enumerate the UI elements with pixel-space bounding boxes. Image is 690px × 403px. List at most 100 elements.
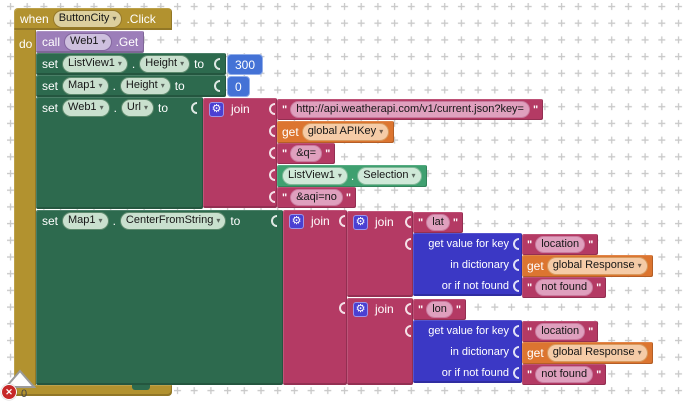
open-quote <box>527 239 532 251</box>
errors-indicator[interactable]: ✕ <box>1 384 17 400</box>
chevron-down-icon: ▾ <box>637 261 642 270</box>
warnings-indicator[interactable] <box>4 369 38 389</box>
get-keyword: get <box>527 259 544 273</box>
chevron-down-icon: ▾ <box>112 14 117 23</box>
get-global-apikey-block[interactable]: get global APIKey ▾ <box>277 121 395 143</box>
close-quote <box>588 239 593 251</box>
dictionary-lookup-block-lon[interactable]: get value for key in dictionary or if no… <box>413 320 522 383</box>
property-dropdown[interactable]: Url ▾ <box>120 99 154 117</box>
property-dropdown[interactable]: Height ▾ <box>139 55 191 73</box>
to-label: to <box>230 214 241 228</box>
string-field[interactable]: lon <box>426 300 453 319</box>
join-block-url[interactable]: ⚙ join <box>203 98 277 208</box>
join-block-lat[interactable]: ⚙ join <box>347 211 413 297</box>
string-field[interactable]: location <box>535 322 586 341</box>
value-socket <box>513 258 519 271</box>
join-block-lon[interactable]: ⚙ join <box>347 298 413 385</box>
statement-notch <box>132 385 150 390</box>
string-block-aqi[interactable]: &aqi=no <box>277 187 357 208</box>
mutator-gear-icon[interactable]: ⚙ <box>353 301 368 317</box>
set-listview-height-block[interactable]: set ListView1 ▾ . Height ▾ to <box>36 53 226 75</box>
number-block-0[interactable]: 0 <box>227 76 250 97</box>
value-socket <box>405 303 411 315</box>
dot: . <box>113 101 117 115</box>
value-socket <box>405 238 411 250</box>
component-dropdown[interactable]: Map1 ▾ <box>62 212 109 230</box>
join-block-center[interactable]: ⚙ join <box>283 210 347 385</box>
set-map-height-block[interactable]: set Map1 ▾ . Height ▾ to <box>36 75 226 97</box>
component-dropdown[interactable]: ListView1 ▾ <box>62 55 128 73</box>
string-field[interactable]: location <box>535 235 586 254</box>
join-label: join <box>311 214 330 228</box>
string-field[interactable]: http://api.weatherapi.com/v1/current.jso… <box>290 100 530 119</box>
join-label: join <box>375 302 394 316</box>
get-global-response-block[interactable]: get global Response ▾ <box>522 255 653 277</box>
variable-dropdown[interactable]: global Response ▾ <box>546 257 648 275</box>
open-quote <box>418 217 423 229</box>
value-socket <box>339 302 345 314</box>
string-block-notfound[interactable]: not found <box>522 277 607 298</box>
join-label: join <box>375 215 394 229</box>
property-dropdown[interactable]: CenterFromString ▾ <box>119 212 227 230</box>
close-quote <box>453 217 458 229</box>
mutator-gear-icon[interactable]: ⚙ <box>353 214 368 230</box>
string-block-location[interactable]: location <box>522 234 599 255</box>
value-socket <box>513 366 519 379</box>
string-block-q[interactable]: &q= <box>277 143 336 164</box>
string-block-url[interactable]: http://api.weatherapi.com/v1/current.jso… <box>277 99 544 120</box>
string-block-lon[interactable]: lon <box>413 299 467 320</box>
close-quote <box>533 104 538 116</box>
warning-triangle-icon <box>4 369 37 388</box>
open-quote <box>418 304 423 316</box>
event-component-dropdown[interactable]: ButtonCity ▾ <box>52 10 123 28</box>
value-socket <box>271 215 277 227</box>
component-dropdown[interactable]: ListView1 ▾ <box>282 167 348 185</box>
number-block-300[interactable]: 300 <box>227 54 264 75</box>
when-event-block-bottom[interactable] <box>14 385 172 396</box>
do-label: do <box>19 37 33 51</box>
value-socket <box>269 147 275 159</box>
property-dropdown[interactable]: Height ▾ <box>119 77 171 95</box>
string-field[interactable]: lat <box>426 213 450 232</box>
open-quote <box>527 369 532 381</box>
value-socket <box>513 237 519 250</box>
set-web-url-block[interactable]: set Web1 ▾ . Url ▾ to <box>36 97 203 209</box>
open-quote <box>282 148 287 160</box>
component-dropdown[interactable]: Map1 ▾ <box>62 77 109 95</box>
when-event-block[interactable]: when ButtonCity ▾ .Click <box>14 8 172 30</box>
open-quote <box>527 326 532 338</box>
value-socket <box>269 103 275 115</box>
string-block-lat[interactable]: lat <box>413 212 464 233</box>
get-keyword: get <box>282 125 299 139</box>
property-dropdown[interactable]: Selection ▾ <box>357 167 422 185</box>
variable-dropdown[interactable]: global Response ▾ <box>546 344 648 362</box>
string-block-location[interactable]: location <box>522 321 599 342</box>
mutator-gear-icon[interactable]: ⚙ <box>209 101 224 117</box>
component-dropdown[interactable]: Web1 ▾ <box>62 99 110 117</box>
set-map-centerfromstring-block[interactable]: set Map1 ▾ . CenterFromString ▾ to <box>36 210 283 385</box>
string-field[interactable]: not found <box>535 278 594 297</box>
dict-label-key: get value for key <box>428 324 509 337</box>
string-field[interactable]: &aqi=no <box>290 188 343 207</box>
open-quote <box>527 282 532 294</box>
get-global-response-block[interactable]: get global Response ▾ <box>522 342 653 364</box>
when-event-block-arm[interactable] <box>14 29 36 396</box>
call-web-get-block[interactable]: call Web1 ▾ .Get <box>36 31 145 53</box>
string-block-notfound[interactable]: not found <box>522 364 607 385</box>
value-socket <box>269 125 275 137</box>
variable-dropdown[interactable]: global APIKey ▾ <box>301 123 390 141</box>
value-socket <box>513 345 519 358</box>
dict-label-notfound: or if not found <box>441 366 509 379</box>
mutator-gear-icon[interactable]: ⚙ <box>289 213 304 229</box>
listview-selection-getter-block[interactable]: ListView1 ▾ . Selection ▾ <box>277 165 427 187</box>
value-socket <box>214 58 220 70</box>
string-field[interactable]: not found <box>535 365 594 384</box>
dot: . <box>350 169 355 183</box>
close-quote <box>596 369 601 381</box>
call-component-dropdown[interactable]: Web1 ▾ <box>64 33 112 51</box>
string-field[interactable]: &q= <box>290 144 323 163</box>
dictionary-lookup-block-lat[interactable]: get value for key in dictionary or if no… <box>413 233 522 296</box>
dict-label-dictionary: in dictionary <box>450 345 509 358</box>
chevron-down-icon: ▾ <box>117 59 122 68</box>
value-socket <box>405 216 411 228</box>
